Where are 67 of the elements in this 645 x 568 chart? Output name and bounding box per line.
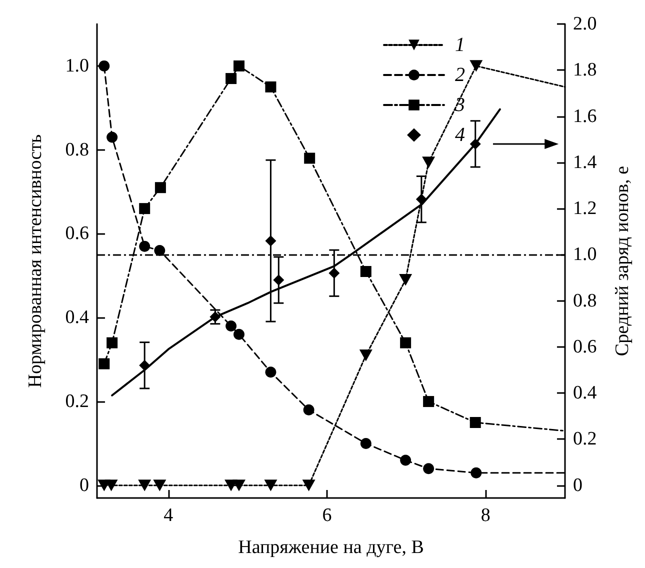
point [98,358,110,370]
point [470,60,483,72]
y2-tick-label: 0 [573,474,582,496]
y-tick-label: 0 [80,474,89,496]
point [139,360,150,371]
y2-tick-label: 1.0 [573,244,597,266]
point [400,454,412,466]
point [210,311,221,322]
y2-tick-label: 0.6 [573,336,597,358]
point [226,320,237,332]
point [104,480,118,492]
point [265,366,276,378]
point [470,138,481,150]
legend-label: 1 [455,34,465,56]
y2-tick-label: 0.8 [573,290,597,312]
y2-tick-label: 1.8 [573,60,597,81]
y-tick-label: 1.0 [65,55,89,76]
point [303,404,314,416]
point [265,81,276,92]
x-tick-label: 8 [480,505,490,526]
y2-tick-label: 1.4 [573,152,598,173]
point [265,235,276,246]
point [106,132,118,143]
point [470,467,482,478]
legend-label: 2 [455,64,465,86]
point [106,337,118,348]
y2-tick-label: 1.6 [573,106,597,127]
point [232,480,246,492]
point [234,328,244,340]
point [400,337,412,348]
point [302,480,316,492]
y-tick-label: 0.2 [65,391,89,412]
point [154,245,166,256]
point [139,203,150,214]
y2-tick-label: 1.2 [573,198,597,220]
y-tick-label: 0.6 [65,223,89,244]
point [304,152,316,164]
legend-label: 4 [455,124,465,146]
y2-tick-label: 0.4 [573,382,598,404]
point [423,396,434,408]
point [399,274,412,286]
y2-axis-title: Средний заряд ионов, e [612,166,633,356]
point [470,416,481,428]
point [360,266,372,277]
point [359,350,372,362]
point [153,480,166,492]
y2-tick-label: 2.0 [573,14,597,34]
point [138,480,152,492]
point [226,73,237,84]
point [416,194,427,205]
y-axis-title: Нормированная интенсивность [25,134,46,388]
x-tick-label: 4 [164,505,174,526]
point [328,268,340,279]
point [422,156,436,168]
x-axis-title: Напряжение на дуге, В [238,537,424,558]
y-tick-label: 0.4 [65,307,90,328]
point [98,60,110,72]
point [139,240,150,252]
y2-tick-label: 0.2 [573,428,597,450]
point [273,274,284,286]
point [423,463,434,474]
point [360,438,372,449]
point [264,480,278,492]
x-tick-label: 6 [322,505,332,526]
point [233,60,244,72]
y-tick-label: 0.8 [65,139,89,160]
point [154,182,166,194]
